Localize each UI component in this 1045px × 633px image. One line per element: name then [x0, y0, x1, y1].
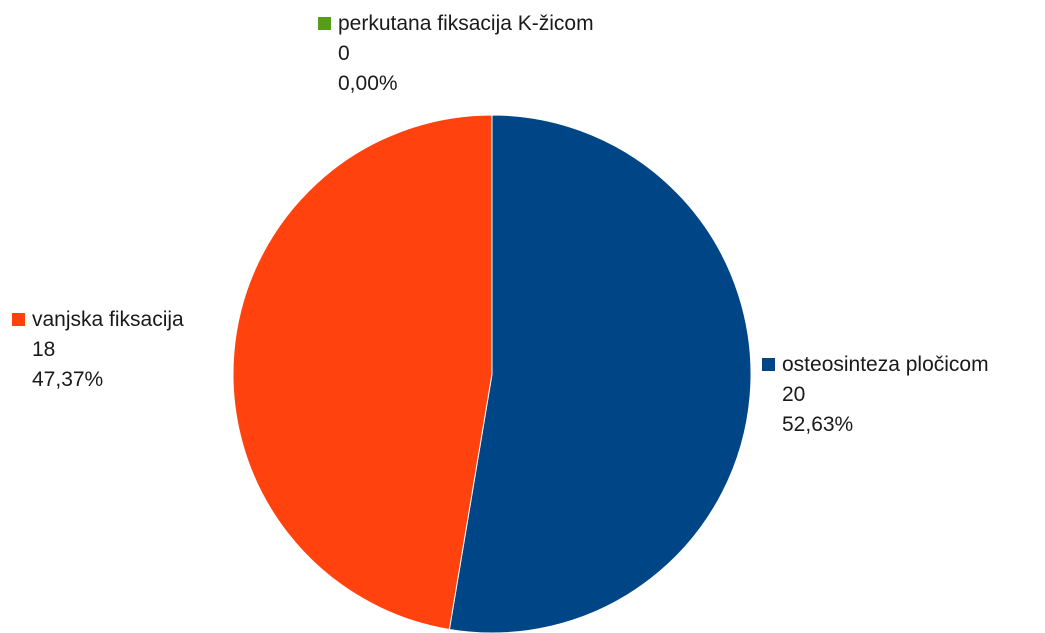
pie-labels: osteosinteza pločicom 20 52,63% vanjska fik…: [12, 12, 989, 436]
pie-slice-2: [232, 114, 493, 631]
data-label-1: osteosinteza pločicom 20 52,63%: [762, 353, 989, 436]
legend-key-3: [318, 17, 331, 30]
pie-slices: [232, 114, 752, 633]
slice-percent-1: 52,63%: [782, 413, 853, 436]
pie-slice-1: [448, 114, 752, 633]
data-label-2: vanjska fiksacija 18 47,37%: [12, 308, 184, 391]
slice-name-2: vanjska fiksacija: [32, 308, 184, 331]
slice-name-3: perkutana fiksacija K-žicom: [338, 12, 594, 35]
slice-value-1: 20: [782, 383, 805, 406]
legend-key-2: [12, 313, 25, 326]
slice-percent-2: 47,37%: [32, 368, 103, 391]
data-label-3: perkutana fiksacija K-žicom 0 0,00%: [318, 12, 594, 95]
slice-percent-3: 0,00%: [338, 72, 398, 95]
slice-name-1: osteosinteza pločicom: [782, 353, 989, 376]
legend-key-1: [762, 358, 775, 371]
slice-value-2: 18: [32, 338, 55, 361]
slice-value-3: 0: [338, 42, 350, 65]
